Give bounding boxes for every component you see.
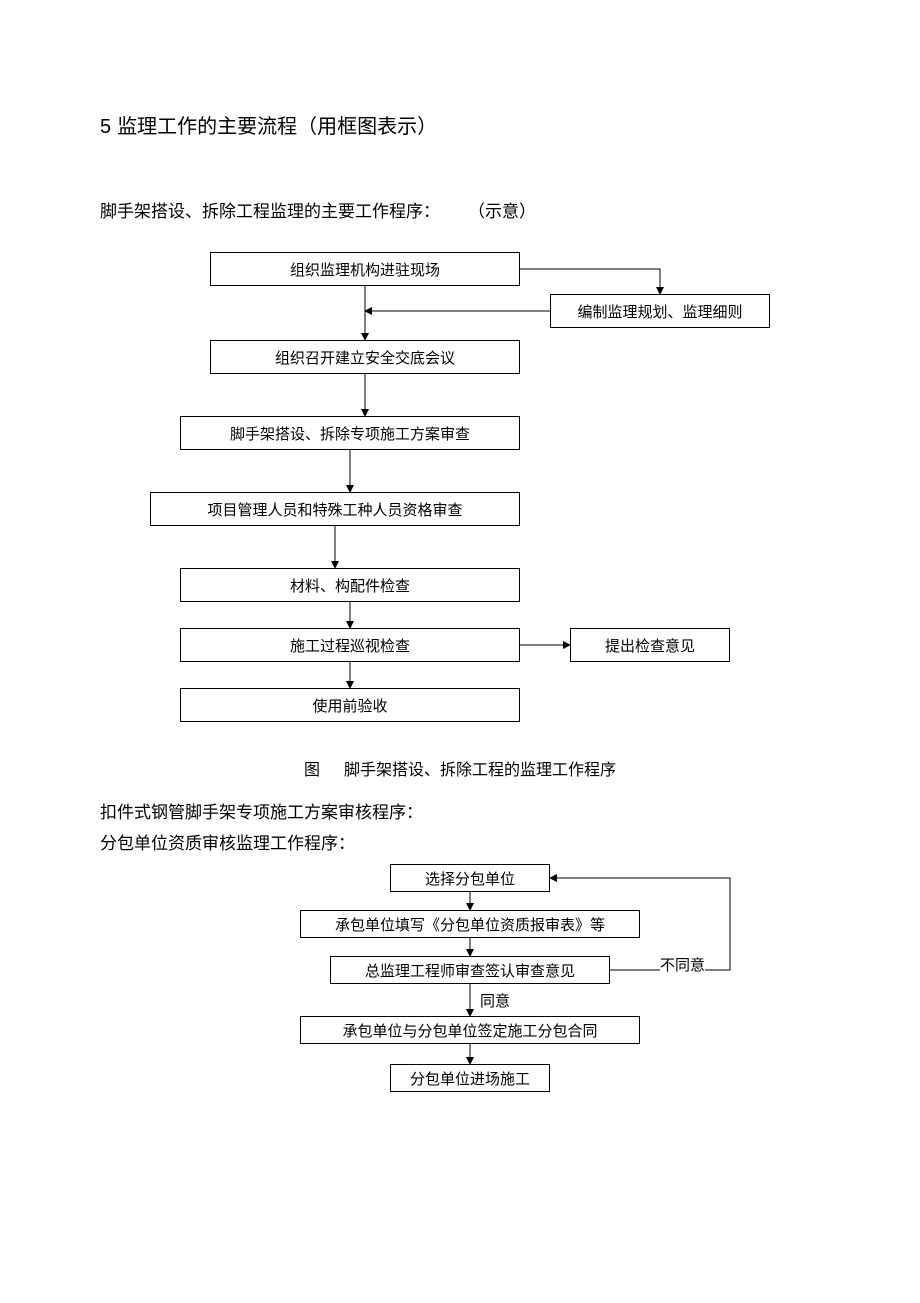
node-m3: 总监理工程师审查签认审查意见 bbox=[330, 956, 610, 984]
node-m1: 选择分包单位 bbox=[390, 864, 550, 892]
label-agree: 同意 bbox=[480, 990, 510, 1011]
heading-number: 5 bbox=[100, 116, 111, 138]
subtitle-b: （示意） bbox=[468, 202, 536, 221]
caption-b: 脚手架搭设、拆除工程的监理工作程序 bbox=[344, 762, 616, 779]
flowchart-1: 组织监理机构进驻现场编制监理规划、监理细则组织召开建立安全交底会议脚手架搭设、拆… bbox=[150, 252, 770, 732]
node-n6: 施工过程巡视检查 bbox=[180, 628, 520, 662]
node-n_side_bot: 提出检查意见 bbox=[570, 628, 730, 662]
subtitle: 脚手架搭设、拆除工程监理的主要工作程序： （示意） bbox=[100, 197, 820, 222]
body-text-1: 扣件式钢管脚手架专项施工方案审核程序： bbox=[100, 798, 820, 823]
subtitle-a: 脚手架搭设、拆除工程监理的主要工作程序： bbox=[100, 202, 440, 221]
caption: 图 脚手架搭设、拆除工程的监理工作程序 bbox=[100, 756, 820, 780]
node-n_side_top: 编制监理规划、监理细则 bbox=[550, 294, 770, 328]
node-n2: 组织召开建立安全交底会议 bbox=[210, 340, 520, 374]
node-n5: 材料、构配件检查 bbox=[180, 568, 520, 602]
caption-a: 图 bbox=[304, 762, 320, 779]
node-m5: 分包单位进场施工 bbox=[390, 1064, 550, 1092]
body-text-2: 分包单位资质审核监理工作程序： bbox=[100, 829, 820, 854]
label-disagree: 不同意 bbox=[660, 954, 705, 975]
flowchart-2: 选择分包单位承包单位填写《分包单位资质报审表》等总监理工程师审查签认审查意见承包… bbox=[300, 864, 820, 1102]
node-n1: 组织监理机构进驻现场 bbox=[210, 252, 520, 286]
heading-text: 监理工作的主要流程（用框图表示） bbox=[117, 116, 437, 138]
node-n7: 使用前验收 bbox=[180, 688, 520, 722]
node-m2: 承包单位填写《分包单位资质报审表》等 bbox=[300, 910, 640, 938]
node-n4: 项目管理人员和特殊工种人员资格审查 bbox=[150, 492, 520, 526]
section-heading: 5 监理工作的主要流程（用框图表示） bbox=[100, 110, 820, 139]
node-n3: 脚手架搭设、拆除专项施工方案审查 bbox=[180, 416, 520, 450]
node-m4: 承包单位与分包单位签定施工分包合同 bbox=[300, 1016, 640, 1044]
